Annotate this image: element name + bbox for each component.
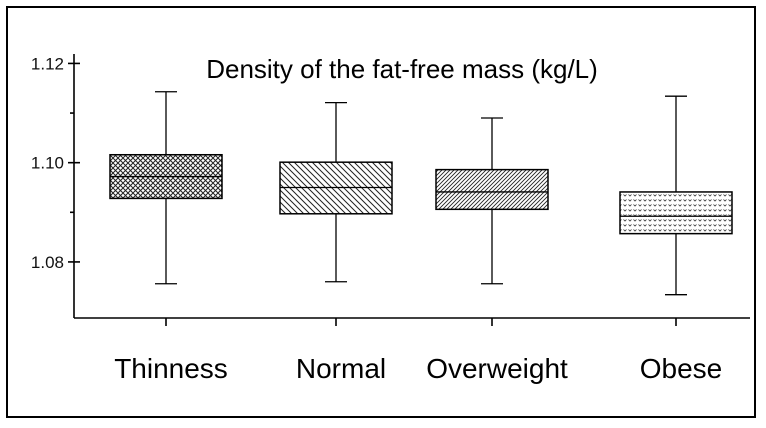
x-tick-label: Obese (640, 353, 723, 384)
boxplot-chart: Density of the fat-free mass (kg/L) 1.08… (31, 54, 750, 384)
x-tick-label: Thinness (114, 353, 228, 384)
chart-frame: Density of the fat-free mass (kg/L) 1.08… (6, 6, 756, 418)
box-group-overweight (435, 117, 549, 326)
chart-title: Density of the fat-free mass (kg/L) (206, 54, 598, 84)
y-tick-label: 1.10 (31, 154, 64, 173)
box (435, 168, 549, 211)
box-group-normal (279, 101, 393, 326)
y-tick-label: 1.08 (31, 253, 64, 272)
y-tick-label: 1.12 (31, 54, 64, 73)
box-group-thinness (109, 91, 223, 326)
box (619, 191, 733, 235)
box-group-obese (619, 95, 733, 326)
axes: 1.08 1.10 1.12 (31, 54, 750, 319)
category-labels: Thinness Normal Overweight Obese (114, 353, 722, 384)
boxes (109, 91, 733, 326)
x-tick-label: Normal (296, 353, 386, 384)
x-tick-label: Overweight (426, 353, 568, 384)
